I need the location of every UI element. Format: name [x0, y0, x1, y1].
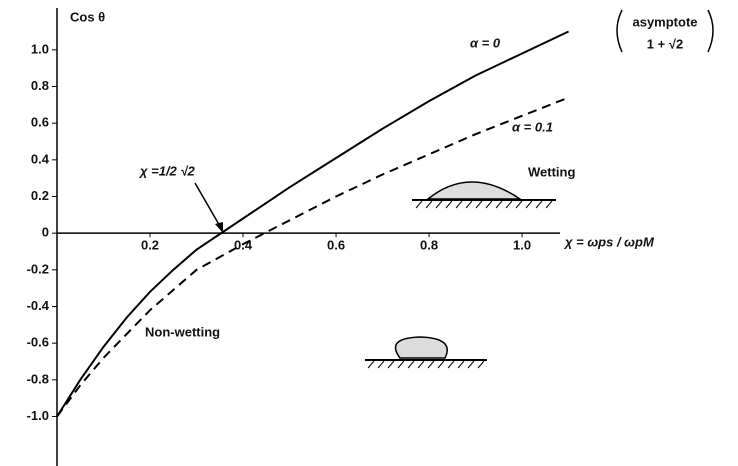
- x-tick-label: 1.0: [513, 238, 531, 253]
- hatch: [367, 360, 485, 369]
- y-tick-label: -0.8: [27, 371, 49, 386]
- y-axis-label: Cos θ: [70, 9, 105, 24]
- arrow: [194, 182, 222, 229]
- series-line: [56, 30, 570, 418]
- series-line: [56, 96, 569, 418]
- drop: [394, 336, 448, 359]
- y-tick-label: -1.0: [27, 408, 49, 423]
- x-tick-label: 0.4: [234, 238, 253, 253]
- y-tick-label: 0.2: [31, 188, 49, 203]
- y-tick-label: -0.4: [27, 298, 50, 313]
- hatch: [415, 200, 553, 209]
- x-tick-label: 0.2: [141, 238, 159, 253]
- annotation: Wetting: [528, 164, 575, 179]
- annotation: Non-wetting: [145, 324, 220, 339]
- arrowhead: [215, 222, 223, 233]
- y-tick-label: 0.4: [31, 151, 50, 166]
- legend-label: α = 0.1: [512, 119, 553, 134]
- y-tick-label: 0: [42, 225, 49, 240]
- x-tick-label: 0.8: [420, 238, 438, 253]
- bracket: [616, 9, 714, 53]
- legend-label: α = 0: [470, 35, 501, 50]
- x-tick-label: 0.6: [327, 238, 345, 253]
- y-tick-label: -0.2: [27, 261, 49, 276]
- y-tick-label: 0.8: [31, 78, 49, 93]
- annotation: asymptote: [632, 14, 697, 29]
- y-tick-label: -0.6: [27, 335, 49, 350]
- x-axis-label: χ = ωps / ωpM: [563, 234, 655, 249]
- annotation: χ =1/2 √2: [138, 163, 196, 178]
- y-tick-label: 1.0: [31, 41, 49, 56]
- drop: [425, 181, 523, 200]
- annotation: 1 + √2: [647, 36, 683, 51]
- y-tick-label: 0.6: [31, 115, 49, 130]
